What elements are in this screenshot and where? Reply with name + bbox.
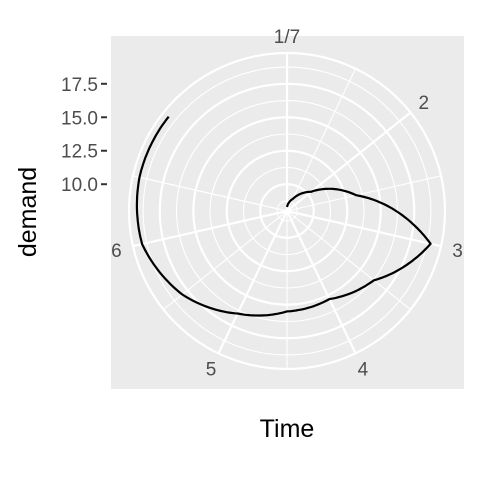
minor-grid-spoke (132, 175, 288, 212)
angle-tick-label: 3 (452, 241, 463, 262)
angle-tick-label: 1/7 (274, 27, 300, 48)
radial-axis-tick-label: 10.0 (61, 175, 98, 196)
major-grid-spoke (217, 210, 288, 354)
angle-tick-label: 5 (206, 360, 217, 381)
y-axis-title: demand (14, 167, 42, 257)
angle-tick-label: 6 (111, 241, 122, 262)
major-grid-spoke (286, 111, 412, 212)
minor-grid-spoke (286, 175, 442, 212)
major-grid-spoke (286, 209, 442, 248)
x-axis-title: Time (260, 415, 315, 443)
radial-axis-tick-label: 15.0 (61, 108, 98, 129)
radial-axis-tick-label: 17.5 (61, 75, 98, 96)
radial-axis-tick-label: 12.5 (61, 142, 98, 163)
minor-grid-spoke (163, 210, 288, 310)
major-grid-spoke (132, 209, 288, 248)
grid-layer (127, 51, 447, 371)
label-layer: 1/7 2 3 4 5 6 (111, 27, 463, 381)
angle-tick-label: 2 (419, 93, 430, 114)
data-layer (135, 116, 432, 317)
axis-layer: 10.0 12.5 15.0 17.5 (61, 75, 107, 196)
major-grid-spoke (286, 210, 357, 354)
minor-grid-spoke (286, 68, 357, 212)
data-series-line (135, 116, 432, 317)
minor-grid-spoke (286, 210, 411, 310)
angle-tick-label: 4 (358, 360, 369, 381)
